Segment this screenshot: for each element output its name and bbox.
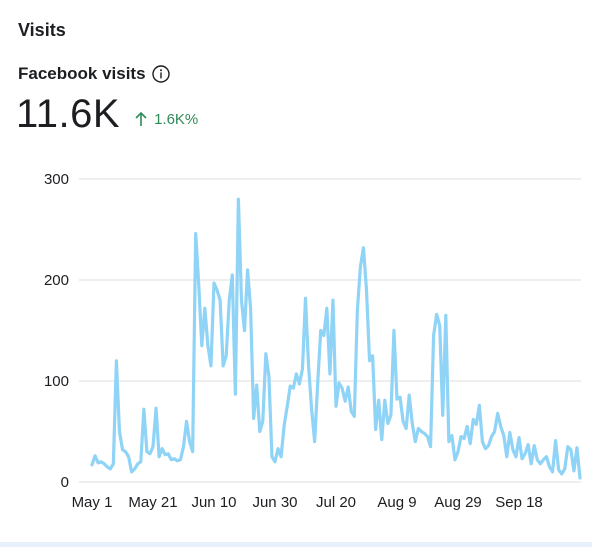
series-line-visits [90, 197, 582, 480]
x-tick-label: Jul 20 [316, 494, 356, 511]
metric-value: 11.6K [16, 92, 121, 136]
x-tick-label: Jun 30 [252, 494, 297, 511]
x-tick-label: Jun 10 [191, 494, 236, 511]
visits-line-chart: 0 100 200 300 May 1 May 21 Jun 10 Jun 30 Jul 20… [44, 171, 582, 511]
y-tick-label: 300 [44, 171, 69, 188]
y-axis-ticks: 0 100 200 300 [44, 171, 69, 491]
metric-change-value: 1.6K% [154, 110, 199, 128]
x-tick-label: May 21 [128, 494, 177, 511]
section-title: Visits [18, 20, 66, 40]
series-layer [90, 197, 582, 480]
x-tick-label: Aug 9 [377, 494, 416, 511]
y-tick-label: 200 [44, 272, 69, 289]
x-tick-label: Sep 18 [495, 494, 543, 511]
x-tick-label: May 1 [72, 494, 113, 511]
bottom-scroll-track [0, 542, 592, 547]
y-tick-label: 0 [61, 474, 69, 491]
x-axis-ticks: May 1 May 21 Jun 10 Jun 30 Jul 20 Aug 9 Aug 29… [72, 494, 543, 511]
metric-label: Facebook visits [18, 64, 146, 83]
metric-row: 11.6K 1.6K% [16, 92, 198, 137]
y-tick-label: 100 [44, 373, 69, 390]
arrow-up-icon [134, 111, 148, 127]
info-icon[interactable] [151, 65, 170, 83]
metric-header: Facebook visits [18, 64, 170, 84]
grid-lines [79, 178, 581, 483]
x-tick-label: Aug 29 [434, 494, 482, 511]
metric-change: 1.6K% [134, 111, 198, 128]
